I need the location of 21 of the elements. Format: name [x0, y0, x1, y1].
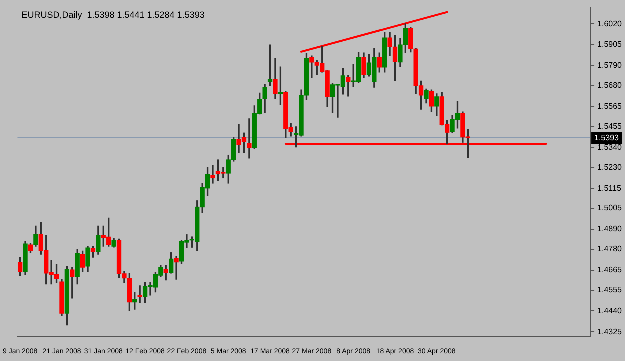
y-tick-label: 1.5005 — [598, 204, 623, 213]
y-tick-label: 1.5565 — [598, 102, 623, 112]
chart-title: EURUSD,Daily 1.5398 1.5441 1.5284 1.5393 — [22, 10, 205, 20]
y-tick-label: 1.4665 — [598, 266, 623, 274]
y-tick-label: 1.5230 — [598, 162, 623, 172]
y-tick-label: 1.6020 — [598, 19, 623, 28]
y-tick-label: 1.4325 — [598, 327, 623, 336]
y-tick-label: 1.5340 — [598, 142, 623, 152]
y-tick-label: 1.5905 — [598, 40, 623, 50]
y-tick-label: 1.5455 — [598, 122, 623, 131]
y-tick-label: 1.4780 — [598, 244, 623, 254]
y-tick-label: 1.5680 — [598, 81, 623, 90]
y-tick-label: 1.4440 — [598, 306, 623, 316]
y-tick-label: 1.4555 — [598, 285, 623, 294]
y-tick-label: 1.5115 — [598, 184, 622, 193]
ref-line-label: 1.5393 — [594, 133, 620, 142]
candlestick — [174, 256, 179, 280]
y-tick-label: 1.4890 — [598, 224, 623, 234]
candlestick — [210, 165, 216, 184]
y-tick-label: 1.5790 — [598, 61, 623, 70]
candlestick — [247, 118, 252, 159]
